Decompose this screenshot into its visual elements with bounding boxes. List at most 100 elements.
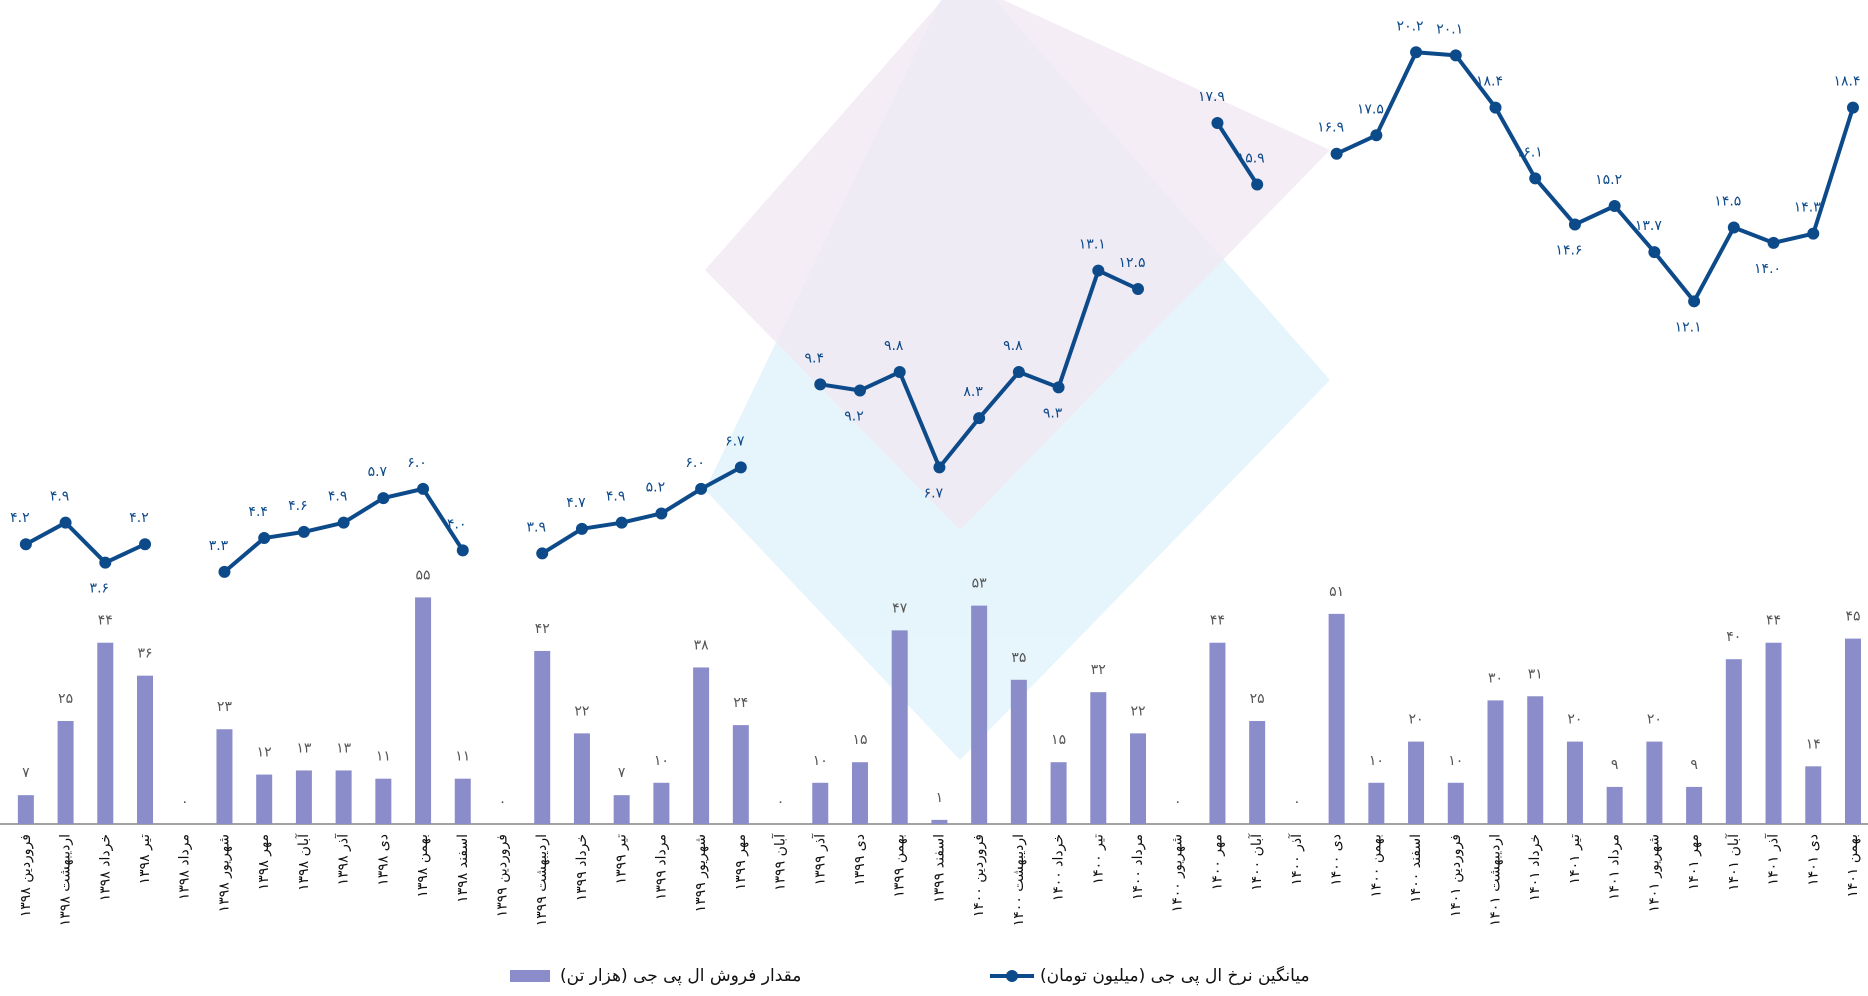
line-marker: [734, 461, 747, 474]
line-value-label: ۱۳.۱: [1079, 237, 1106, 253]
x-tick-label: شهریور ۱۴۰۱: [1646, 834, 1662, 912]
line-marker: [1330, 147, 1343, 160]
line-value-label: ۴.۶: [288, 498, 308, 514]
bar-value-label: ۴۷: [892, 600, 908, 616]
bar-value-label: ۱۱: [376, 749, 391, 765]
bar-value-label: ۲۰: [1567, 712, 1582, 728]
bar-value-label: ۲۰: [1647, 712, 1662, 728]
x-tick-label: مهر ۱۳۹۸: [256, 834, 272, 890]
bar-value-label: ۱۰: [1369, 753, 1384, 769]
line-value-label: ۲۰.۱: [1436, 21, 1463, 37]
bar-value-label: ۷: [618, 765, 626, 781]
line-value-label: ۱۸.۴: [1833, 74, 1860, 90]
x-tick-label: آبان ۱۳۹۹: [772, 833, 789, 891]
bar-value-label: ۹: [1690, 757, 1698, 773]
x-tick-label: اسفند ۱۳۹۸: [455, 834, 471, 903]
bar: [812, 782, 829, 824]
bar-value-label: ۲۴: [733, 695, 748, 711]
x-tick-label: مرداد ۱۴۰۱: [1607, 834, 1623, 900]
x-tick-label: مرداد ۱۳۹۸: [177, 834, 193, 900]
bar: [1408, 741, 1425, 824]
line-marker: [1132, 283, 1145, 296]
line: [24, 520, 146, 565]
line-value-label: ۴.۰: [447, 516, 467, 532]
line-marker: [853, 384, 866, 397]
x-tick-label: اسفند ۱۳۹۹: [931, 834, 947, 903]
bar-value-label: ۵۵: [416, 567, 431, 583]
bar-value-label: ۰: [181, 794, 189, 810]
line-value-label: ۱۵.۲: [1595, 172, 1622, 188]
bar-value-label: ۰: [777, 794, 785, 810]
bar-value-label: ۲۵: [1250, 691, 1265, 707]
bar: [454, 778, 471, 824]
x-tick-label: خرداد ۱۳۹۹: [574, 834, 590, 901]
line-value-label: ۹.۲: [844, 408, 864, 424]
bar: [375, 778, 392, 824]
line-value-label: ۱۲.۵: [1119, 255, 1146, 271]
bar: [57, 721, 74, 824]
bar-value-label: ۱۳: [296, 740, 312, 756]
line-marker: [1648, 246, 1661, 259]
line-marker: [218, 565, 231, 578]
line: [1335, 50, 1855, 304]
line-marker: [1489, 101, 1502, 114]
bar: [17, 795, 34, 824]
x-tick-label: مهر ۱۴۰۱: [1686, 834, 1702, 890]
bar: [1646, 741, 1663, 824]
bar: [1566, 741, 1583, 824]
line-marker: [536, 547, 549, 560]
line-marker: [1449, 49, 1462, 62]
line-marker: [1608, 200, 1621, 212]
line-value-label: ۵.۲: [646, 479, 666, 495]
bar-value-label: ۰: [1293, 794, 1301, 810]
line-value-label: ۶.۰: [407, 455, 427, 471]
bar-value-label: ۱: [936, 790, 944, 806]
x-tick-label: تیر ۱۳۹۹: [614, 834, 630, 884]
line-value-label: ۱۲.۱: [1675, 319, 1702, 335]
bar-value-label: ۹: [1611, 757, 1619, 773]
line-value-label: ۳.۶: [90, 581, 110, 597]
bar: [851, 762, 868, 824]
x-tick-label: اردیبهشت ۱۴۰۱: [1488, 834, 1504, 926]
x-tick-label: تیر ۱۳۹۸: [137, 834, 153, 884]
line-marker: [1767, 236, 1780, 249]
x-tick-label: فروردین ۱۴۰۱: [1448, 834, 1464, 917]
legend-swatch: [510, 970, 550, 982]
line-value-label: ۵.۷: [368, 464, 388, 480]
line-marker: [1092, 264, 1105, 277]
line-value-label: ۱۳.۷: [1635, 218, 1662, 234]
bar-value-label: ۳۶: [137, 646, 152, 662]
bar: [534, 650, 551, 824]
bar: [1130, 733, 1147, 824]
line-value-label: ۱۷.۵: [1357, 101, 1384, 117]
x-tick-label: آذر ۱۳۹۸: [335, 833, 352, 886]
bar-value-label: ۳۲: [1091, 662, 1106, 678]
legend-swatch: [1006, 970, 1018, 982]
line-marker: [1370, 129, 1383, 142]
bar-value-label: ۲۲: [1130, 703, 1145, 719]
line-marker: [1688, 295, 1701, 308]
line-value-label: ۱۷.۹: [1198, 89, 1225, 105]
bar-value-label: ۴۴: [1766, 613, 1781, 629]
x-tick-label: اردیبهشت ۱۳۹۸: [58, 834, 74, 926]
bar-value-label: ۴۲: [535, 621, 550, 637]
bar-value-label: ۱۰: [654, 753, 669, 769]
bar: [97, 642, 114, 824]
bar-value-label: ۲۳: [217, 699, 233, 715]
x-tick-label: دی ۱۳۹۹: [852, 834, 868, 886]
line-marker: [297, 525, 310, 538]
line-marker: [1529, 172, 1542, 185]
x-tick-label: مهر ۱۳۹۹: [733, 834, 749, 890]
line-value-label: ۳.۳: [209, 538, 229, 554]
bar-value-label: ۱۴: [1806, 736, 1821, 752]
bar: [891, 630, 908, 824]
line-value-label: ۴.۲: [129, 510, 149, 526]
line-value-label: ۱۴.۰: [1754, 261, 1781, 277]
bar-value-label: ۴۵: [1845, 609, 1860, 625]
x-tick-label: دی ۱۴۰۱: [1805, 834, 1821, 886]
bar: [415, 597, 432, 824]
line-marker: [258, 532, 271, 545]
bar: [1527, 696, 1544, 824]
bar-value-label: ۴۴: [1210, 613, 1225, 629]
